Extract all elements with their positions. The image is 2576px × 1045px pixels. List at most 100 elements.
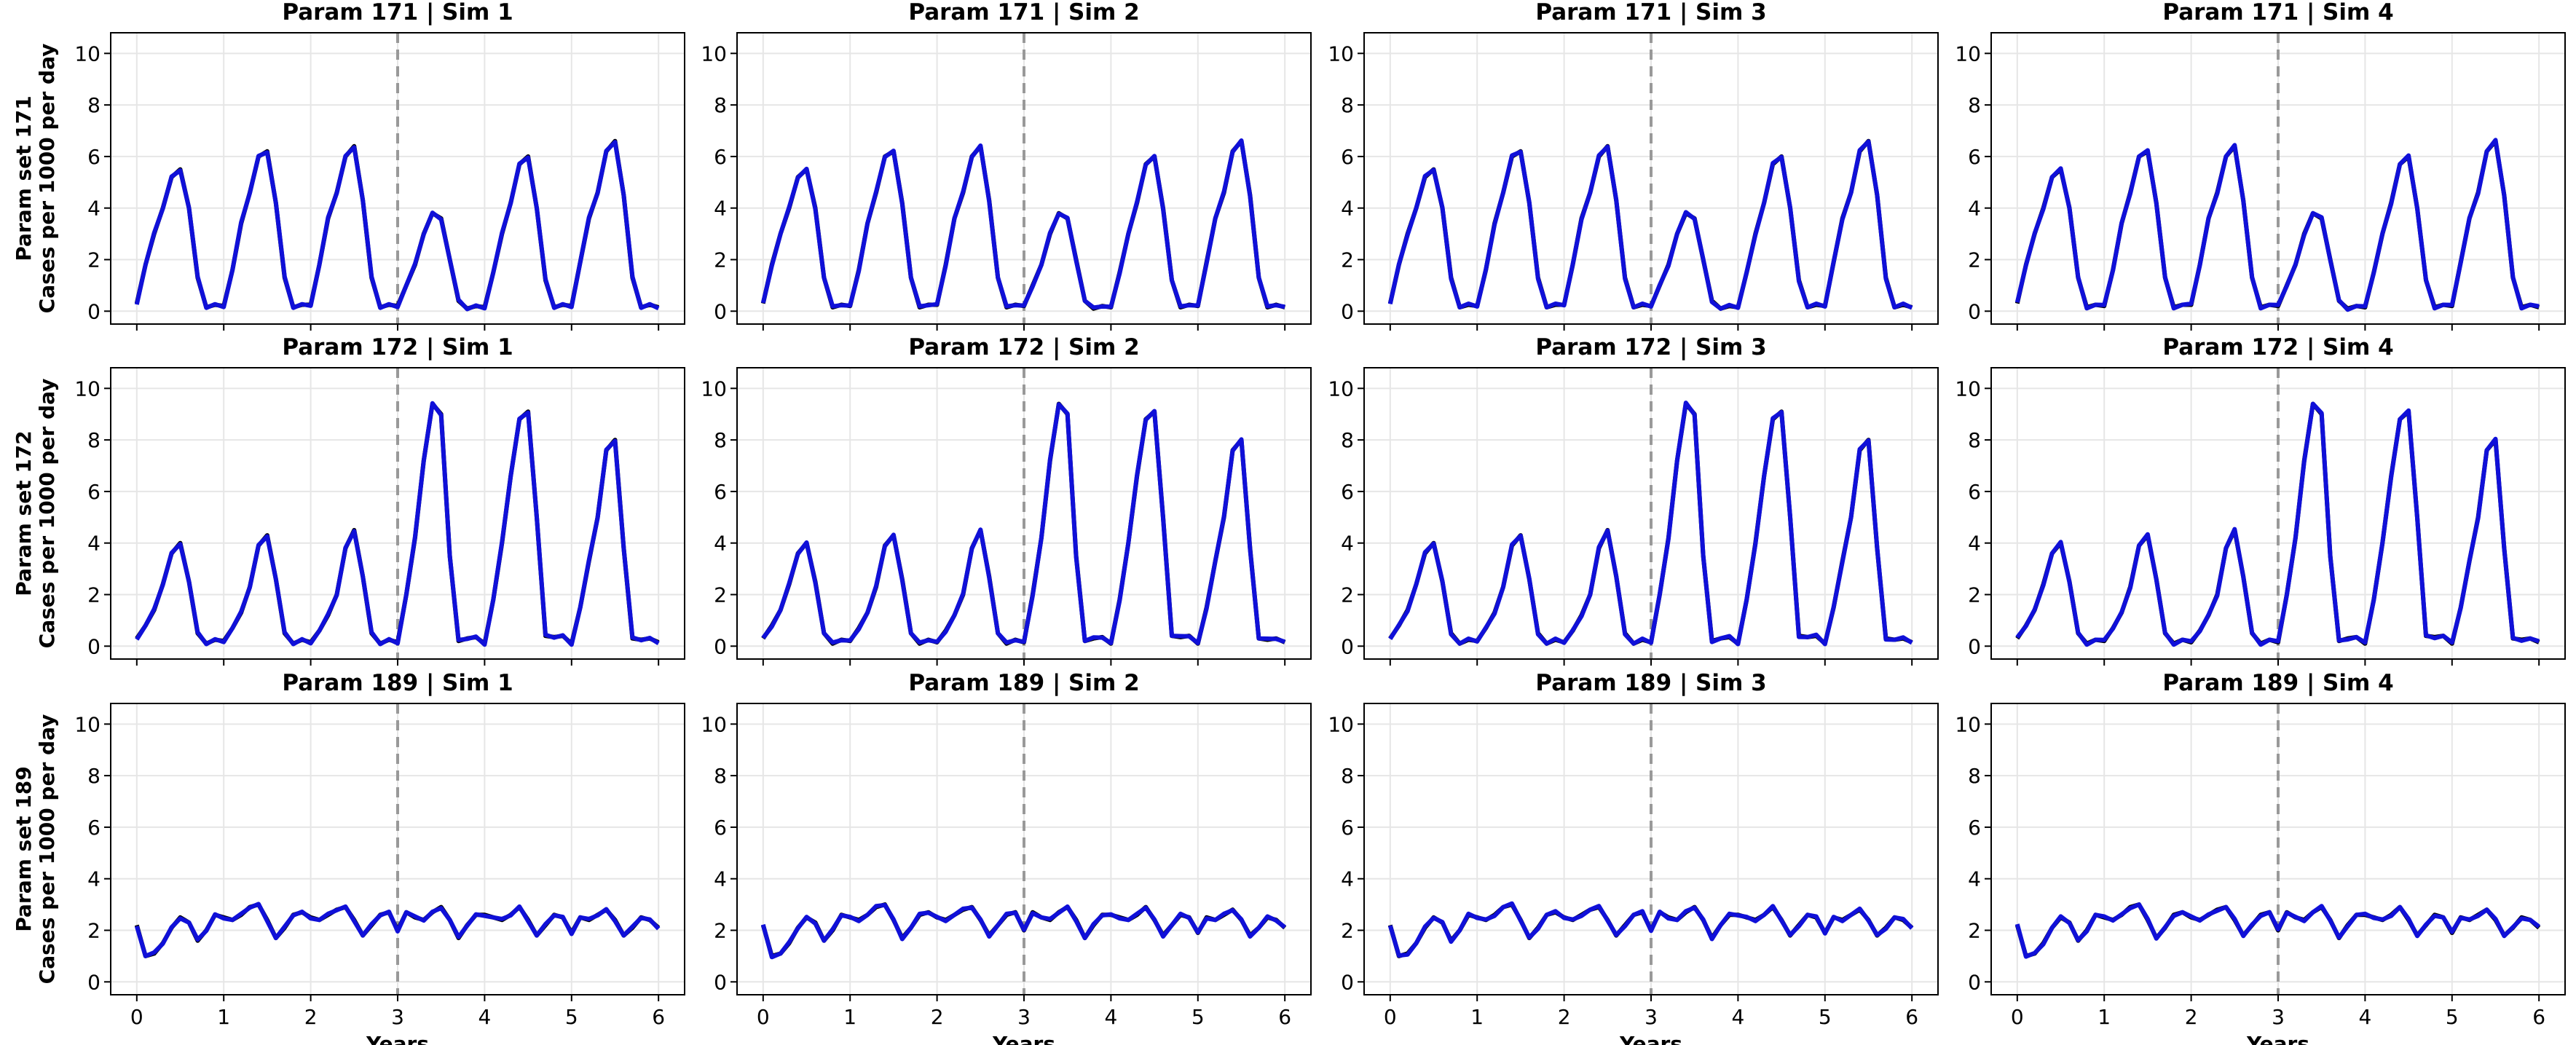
- x-tick-label: 1: [1470, 1005, 1484, 1029]
- panel-title: Param 172 | Sim 2: [908, 334, 1139, 360]
- x-axis-label: Years: [992, 1032, 1055, 1045]
- y-tick-label: 0: [1341, 299, 1354, 323]
- y-tick-label: 6: [1341, 816, 1354, 840]
- y-tick-label: 6: [714, 480, 727, 504]
- series-line-blue: [760, 902, 1287, 960]
- y-tick-label: 4: [1341, 532, 1354, 556]
- y-tick-label: 8: [87, 93, 101, 117]
- y-tick-label: 8: [1968, 428, 1981, 452]
- x-tick-label: 3: [2272, 1005, 2285, 1029]
- panel-3-3: 0 2 4 6 8 10 0 1 2 3 4 5 6 Param 189 | Sim 3 Years: [1328, 670, 1939, 1045]
- y-tick-label: 0: [714, 970, 727, 994]
- row-label-units: Cases per 1000 per day: [35, 714, 59, 985]
- y-tick-label: 6: [1968, 816, 1981, 840]
- x-tick-label: 1: [2098, 1005, 2111, 1029]
- y-tick-label: 10: [1328, 712, 1354, 736]
- y-tick-label: 8: [1341, 428, 1354, 452]
- y-tick-label: 2: [714, 919, 727, 943]
- y-tick-label: 4: [87, 197, 101, 221]
- y-tick-label: 8: [714, 93, 727, 117]
- y-tick-label: 10: [701, 376, 727, 401]
- y-tick-label: 4: [714, 867, 727, 891]
- panel-title: Param 189 | Sim 3: [1535, 670, 1766, 696]
- panel-2-4: 0 2 4 6 8 10 Param 172 | Sim 4: [1955, 334, 2566, 666]
- panel-1-2: 0 2 4 6 8 10 Param 171 | Sim 2: [701, 0, 1312, 331]
- x-tick-label: 2: [2185, 1005, 2198, 1029]
- y-tick-label: 6: [87, 145, 101, 169]
- y-tick-label: 4: [87, 532, 101, 556]
- y-tick-label: 4: [1968, 867, 1981, 891]
- y-tick-label: 0: [1341, 634, 1354, 658]
- x-tick-label: 2: [931, 1005, 944, 1029]
- x-tick-label: 6: [2532, 1005, 2545, 1029]
- y-tick-label: 8: [1341, 764, 1354, 788]
- row-label-units: Cases per 1000 per day: [35, 44, 59, 314]
- x-tick-label: 2: [1558, 1005, 1571, 1029]
- x-tick-label: 3: [1017, 1005, 1031, 1029]
- y-tick-label: 0: [714, 634, 727, 658]
- y-tick-label: 0: [87, 299, 101, 323]
- y-tick-label: 0: [1968, 970, 1981, 994]
- x-tick-label: 0: [2011, 1005, 2024, 1029]
- y-tick-label: 4: [87, 867, 101, 891]
- panel-title: Param 171 | Sim 1: [282, 0, 513, 25]
- series-line-blue: [1388, 401, 1913, 647]
- y-tick-label: 10: [1328, 42, 1354, 66]
- panel-title: Param 189 | Sim 4: [2162, 670, 2393, 696]
- x-tick-label: 4: [1104, 1005, 1117, 1029]
- y-tick-label: 6: [714, 145, 727, 169]
- x-tick-label: 1: [217, 1005, 230, 1029]
- y-tick-label: 2: [87, 248, 101, 272]
- x-tick-label: 6: [1278, 1005, 1291, 1029]
- x-tick-label: 5: [1819, 1005, 1832, 1029]
- y-tick-label: 8: [87, 428, 101, 452]
- y-tick-label: 2: [714, 248, 727, 272]
- y-tick-label: 4: [714, 197, 727, 221]
- y-tick-label: 4: [1968, 532, 1981, 556]
- y-tick-label: 6: [87, 480, 101, 504]
- y-tick-label: 0: [1341, 970, 1354, 994]
- y-tick-label: 10: [74, 42, 101, 66]
- x-tick-label: 0: [130, 1005, 143, 1029]
- panel-2-1: 0 2 4 6 8 10 Param 172 | Sim 1: [74, 334, 685, 666]
- y-tick-label: 10: [1328, 376, 1354, 401]
- y-tick-label: 4: [1968, 197, 1981, 221]
- panel-3-2: 0 2 4 6 8 10 0 1 2 3 4 5 6 Param 189 | Sim 2 Years: [701, 670, 1312, 1045]
- row-label-param-set: Param set 172: [12, 430, 36, 596]
- x-tick-label: 3: [391, 1005, 404, 1029]
- x-tick-label: 4: [1731, 1005, 1744, 1029]
- x-axis-label: Years: [2246, 1032, 2309, 1045]
- y-tick-label: 4: [1341, 867, 1354, 891]
- y-tick-label: 6: [1341, 145, 1354, 169]
- y-tick-label: 0: [87, 970, 101, 994]
- panel-3-1: 0 2 4 6 8 10 0 1 2 3 4 5 6 Param 189 | Sim 1 Years: [74, 670, 685, 1045]
- x-tick-label: 5: [565, 1005, 578, 1029]
- y-tick-label: 2: [1341, 919, 1354, 943]
- panel-3-4: 0 2 4 6 8 10 0 1 2 3 4 5 6 Param 189 | Sim 4 Years: [1955, 670, 2566, 1045]
- y-tick-label: 8: [714, 764, 727, 788]
- y-tick-label: 10: [1955, 376, 1981, 401]
- y-tick-label: 2: [1341, 248, 1354, 272]
- y-tick-label: 10: [74, 712, 101, 736]
- y-tick-label: 2: [87, 919, 101, 943]
- y-tick-label: 10: [701, 712, 727, 736]
- y-tick-label: 6: [1968, 480, 1981, 504]
- y-tick-label: 2: [1968, 919, 1981, 943]
- y-tick-label: 0: [87, 634, 101, 658]
- series-line-blue: [2014, 902, 2541, 959]
- panel-title: Param 171 | Sim 4: [2162, 0, 2393, 25]
- row-label-param-set: Param set 189: [12, 766, 36, 932]
- y-tick-label: 2: [1341, 583, 1354, 607]
- y-tick-label: 6: [87, 816, 101, 840]
- y-tick-label: 8: [714, 428, 727, 452]
- series-line-blue: [2014, 138, 2540, 312]
- series-line-blue: [134, 140, 660, 312]
- panel-title: Param 172 | Sim 4: [2162, 334, 2393, 360]
- y-tick-label: 2: [1968, 248, 1981, 272]
- y-tick-label: 4: [1341, 197, 1354, 221]
- series-line-blue: [1387, 901, 1914, 958]
- y-tick-label: 2: [87, 583, 101, 607]
- y-tick-label: 4: [714, 532, 727, 556]
- panel-2-3: 0 2 4 6 8 10 Param 172 | Sim 3: [1328, 334, 1939, 666]
- panel-2-2: 0 2 4 6 8 10 Param 172 | Sim 2: [701, 334, 1312, 666]
